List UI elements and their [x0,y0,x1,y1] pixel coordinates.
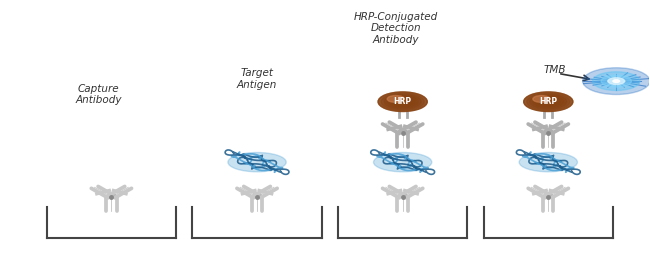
Text: HRP-Conjugated
Detection
Antibody: HRP-Conjugated Detection Antibody [354,12,438,45]
Circle shape [601,75,631,87]
Circle shape [384,94,421,109]
Circle shape [613,80,619,82]
Circle shape [539,98,558,105]
Circle shape [533,96,564,108]
Circle shape [545,100,551,103]
Circle shape [381,93,424,110]
Circle shape [536,97,560,107]
Circle shape [393,98,412,105]
Circle shape [524,92,573,112]
Circle shape [542,99,554,104]
Text: HRP: HRP [394,97,411,106]
Circle shape [391,97,415,107]
Circle shape [608,78,625,84]
Circle shape [526,93,570,110]
Circle shape [387,96,418,108]
Ellipse shape [519,153,577,172]
Text: Target
Antigen: Target Antigen [237,68,278,90]
Circle shape [533,95,550,102]
Circle shape [530,94,567,109]
Circle shape [378,92,427,112]
Circle shape [400,100,406,103]
Circle shape [593,72,640,90]
Circle shape [582,68,650,94]
Ellipse shape [374,153,432,172]
Circle shape [524,92,573,112]
Circle shape [378,92,427,112]
Text: HRP: HRP [540,97,557,106]
Circle shape [387,95,404,102]
Text: TMB: TMB [543,64,566,75]
Circle shape [396,99,409,104]
Text: Capture
Antibody: Capture Antibody [75,84,122,105]
Ellipse shape [228,153,286,172]
